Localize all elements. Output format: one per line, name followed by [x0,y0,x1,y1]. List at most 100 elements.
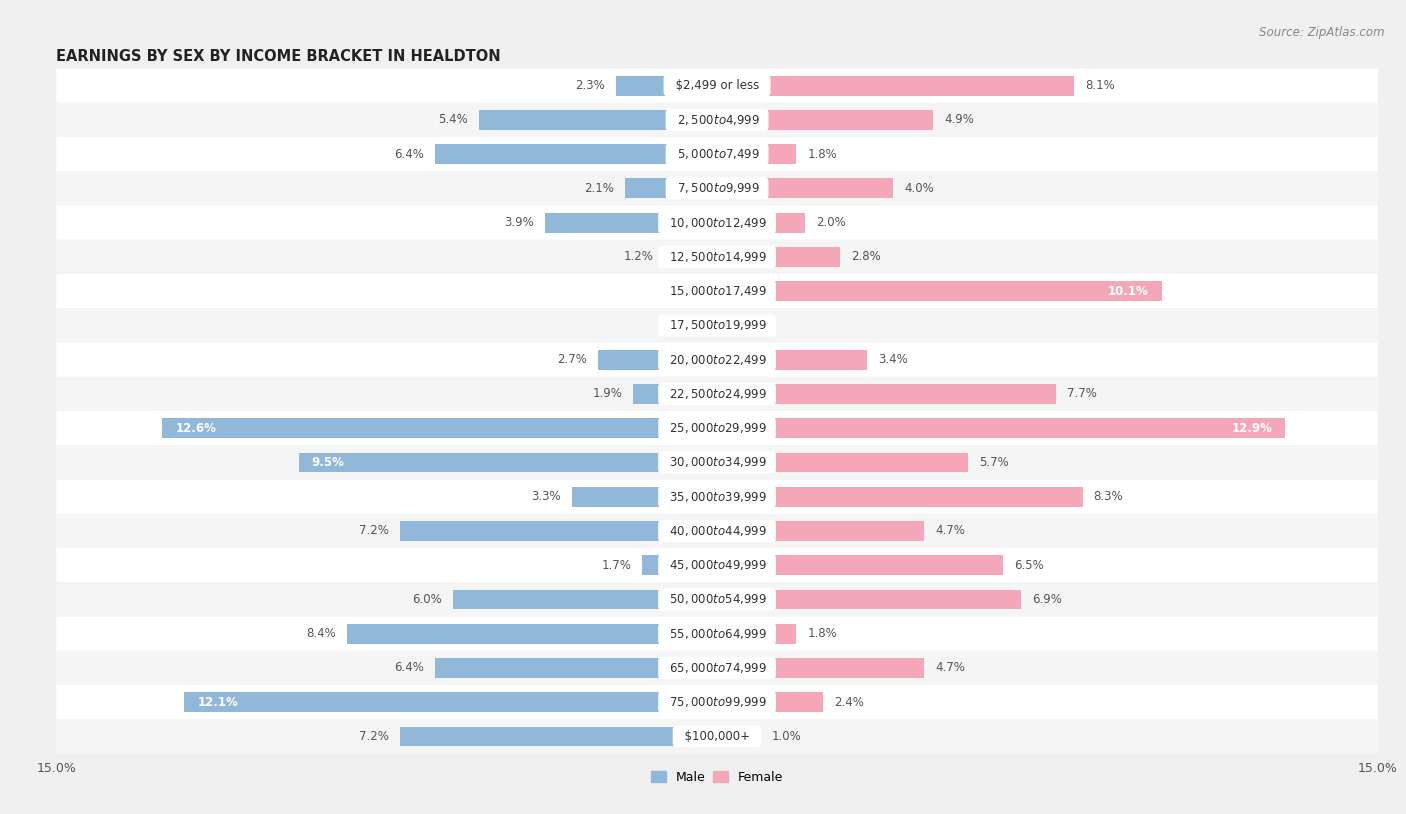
Bar [664,247,717,267]
Text: 10.1%: 10.1% [1108,285,1149,298]
Text: $12,500 to $14,999: $12,500 to $14,999 [662,250,772,264]
Text: EARNINGS BY SEX BY INCOME BRACKET IN HEALDTON: EARNINGS BY SEX BY INCOME BRACKET IN HEA… [56,50,501,64]
Bar [717,144,796,164]
Text: $35,000 to $39,999: $35,000 to $39,999 [662,490,772,504]
Text: 3.9%: 3.9% [505,217,534,230]
Text: 9.5%: 9.5% [312,456,344,469]
Text: 6.0%: 6.0% [412,593,441,606]
Bar [717,658,924,678]
FancyBboxPatch shape [56,68,1378,103]
Bar [347,624,717,644]
Bar [624,178,717,199]
FancyBboxPatch shape [56,548,1378,582]
Bar [717,418,1285,438]
Text: 12.9%: 12.9% [1232,422,1272,435]
Text: 8.4%: 8.4% [307,628,336,641]
Text: 8.3%: 8.3% [1094,490,1123,503]
Bar [184,692,717,712]
Text: 8.1%: 8.1% [1085,79,1115,92]
Bar [399,521,717,540]
FancyBboxPatch shape [56,171,1378,206]
FancyBboxPatch shape [56,240,1378,274]
Bar [717,247,841,267]
Bar [298,453,717,472]
Text: 6.4%: 6.4% [394,147,425,160]
Bar [479,110,717,130]
FancyBboxPatch shape [56,514,1378,548]
Bar [717,316,735,335]
Text: 6.9%: 6.9% [1032,593,1062,606]
Text: 4.7%: 4.7% [935,524,965,537]
Text: $65,000 to $74,999: $65,000 to $74,999 [662,661,772,675]
Text: 2.8%: 2.8% [852,251,882,264]
Text: 1.0%: 1.0% [772,730,801,743]
Text: 2.7%: 2.7% [557,353,588,366]
Bar [717,453,969,472]
Text: 0.0%: 0.0% [676,285,706,298]
Text: $55,000 to $64,999: $55,000 to $64,999 [662,627,772,641]
Bar [717,555,1004,575]
Text: 3.3%: 3.3% [531,490,561,503]
Bar [717,76,1074,95]
Bar [633,384,717,404]
Text: 0.4%: 0.4% [745,319,776,332]
Bar [643,555,717,575]
Text: 12.1%: 12.1% [197,696,238,709]
FancyBboxPatch shape [56,343,1378,377]
Text: 1.2%: 1.2% [623,251,654,264]
FancyBboxPatch shape [56,309,1378,343]
Bar [717,589,1021,610]
Bar [717,350,868,370]
Text: $50,000 to $54,999: $50,000 to $54,999 [662,593,772,606]
FancyBboxPatch shape [56,445,1378,479]
Bar [162,418,717,438]
Bar [717,212,806,233]
Text: $10,000 to $12,499: $10,000 to $12,499 [662,216,772,230]
Text: 2.1%: 2.1% [583,182,613,195]
Text: 2.3%: 2.3% [575,79,605,92]
Text: 7.2%: 7.2% [359,730,389,743]
Text: $25,000 to $29,999: $25,000 to $29,999 [662,421,772,435]
Text: $17,500 to $19,999: $17,500 to $19,999 [662,318,772,332]
Text: $45,000 to $49,999: $45,000 to $49,999 [662,558,772,572]
Bar [399,727,717,746]
Text: 7.7%: 7.7% [1067,387,1097,400]
Legend: Male, Female: Male, Female [645,766,789,789]
Text: $75,000 to $99,999: $75,000 to $99,999 [662,695,772,709]
Text: Source: ZipAtlas.com: Source: ZipAtlas.com [1260,26,1385,39]
Text: 6.4%: 6.4% [394,662,425,675]
FancyBboxPatch shape [56,274,1378,309]
Text: 12.6%: 12.6% [176,422,217,435]
FancyBboxPatch shape [56,616,1378,651]
Text: 1.8%: 1.8% [807,147,837,160]
Text: 1.7%: 1.7% [602,558,631,571]
Text: 4.0%: 4.0% [904,182,934,195]
FancyBboxPatch shape [56,720,1378,754]
Text: 0.0%: 0.0% [676,319,706,332]
FancyBboxPatch shape [56,206,1378,240]
Bar [717,178,893,199]
FancyBboxPatch shape [56,685,1378,720]
Text: $100,000+: $100,000+ [676,730,758,743]
FancyBboxPatch shape [56,103,1378,137]
FancyBboxPatch shape [56,411,1378,445]
Bar [598,350,717,370]
Text: $30,000 to $34,999: $30,000 to $34,999 [662,456,772,470]
Text: 4.7%: 4.7% [935,662,965,675]
Text: $22,500 to $24,999: $22,500 to $24,999 [662,387,772,401]
Text: 2.0%: 2.0% [815,217,846,230]
FancyBboxPatch shape [56,137,1378,171]
Bar [453,589,717,610]
Bar [717,384,1056,404]
Text: 5.4%: 5.4% [439,113,468,126]
Bar [717,282,1161,301]
Text: $40,000 to $44,999: $40,000 to $44,999 [662,524,772,538]
Text: $20,000 to $22,499: $20,000 to $22,499 [662,352,772,366]
Bar [572,487,717,506]
Text: 2.4%: 2.4% [834,696,863,709]
Bar [434,658,717,678]
Text: 6.5%: 6.5% [1014,558,1045,571]
Text: $15,000 to $17,499: $15,000 to $17,499 [662,284,772,298]
FancyBboxPatch shape [56,651,1378,685]
Text: 3.4%: 3.4% [877,353,908,366]
